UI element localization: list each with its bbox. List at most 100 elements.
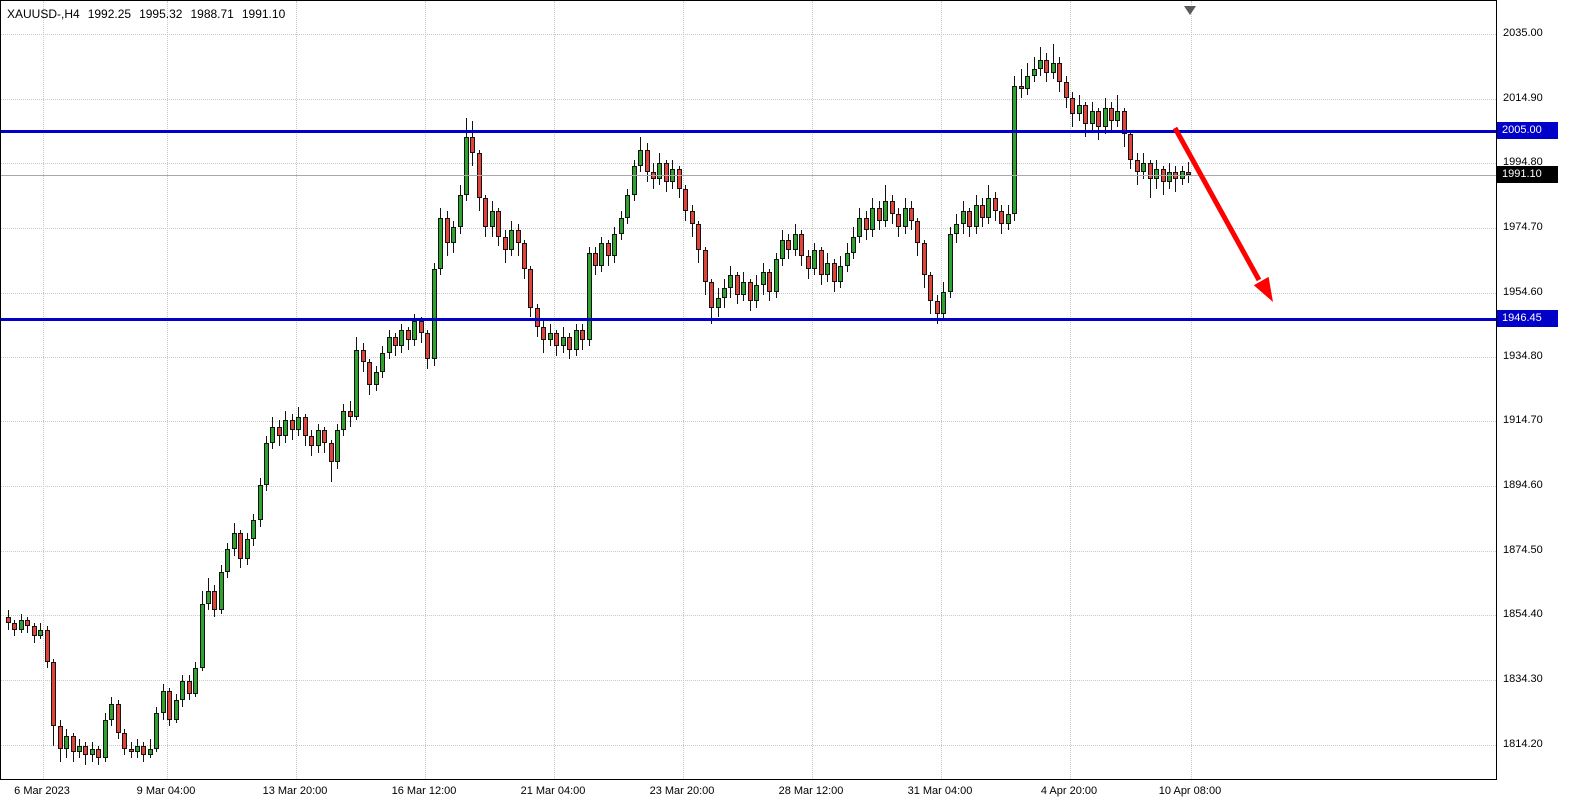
- candle-body: [599, 243, 605, 266]
- candle-body: [902, 207, 908, 228]
- price-tick-label: 2035.00: [1503, 27, 1543, 39]
- candle-body: [44, 629, 50, 662]
- candle-body: [973, 204, 979, 228]
- chart-shift-marker-icon[interactable]: [1184, 6, 1196, 15]
- candle-body: [12, 623, 18, 630]
- current-price-badge: 1991.10: [1497, 166, 1558, 184]
- candle-body: [205, 591, 211, 604]
- candle-body: [805, 256, 811, 270]
- candle-wick: [1149, 159, 1151, 199]
- candle-body: [25, 619, 31, 627]
- candle-body: [1031, 69, 1037, 76]
- candle-body: [83, 745, 89, 756]
- candle-body: [399, 330, 405, 347]
- candle-body: [180, 681, 186, 701]
- candle-body: [773, 259, 779, 292]
- time-tick-label: 16 Mar 12:00: [391, 785, 457, 797]
- candle-body: [605, 243, 611, 257]
- candle-body: [463, 137, 469, 195]
- candle-body: [457, 194, 463, 228]
- candle-body: [1050, 62, 1056, 73]
- time-tick-label: 21 Mar 04:00: [520, 785, 586, 797]
- time-tick-label: 28 Mar 12:00: [778, 785, 844, 797]
- candle-body: [831, 262, 837, 282]
- candle-body: [992, 198, 998, 212]
- candle-body: [509, 230, 515, 250]
- candle-body: [941, 291, 947, 315]
- candle-body: [554, 333, 560, 347]
- candle-body: [534, 307, 540, 327]
- candle-body: [960, 211, 966, 224]
- candle-body: [128, 748, 134, 752]
- bearish-trend-arrow[interactable]: [1, 1, 1496, 779]
- candle-body: [515, 230, 521, 244]
- candle-body: [967, 211, 973, 228]
- time-gridline: [554, 1, 555, 779]
- time-tick-label: 23 Mar 20:00: [649, 785, 715, 797]
- candle-body: [296, 417, 302, 431]
- candle-body: [909, 207, 914, 221]
- candle-body: [663, 162, 669, 183]
- candle-body: [1018, 85, 1024, 89]
- candle-body: [580, 330, 586, 340]
- candle-body: [792, 233, 798, 250]
- candle-body: [496, 211, 502, 237]
- candle-body: [1070, 98, 1076, 115]
- time-gridline: [1070, 1, 1071, 779]
- candle-body: [160, 690, 166, 714]
- candle-body: [1167, 172, 1172, 183]
- candle-body: [915, 220, 921, 244]
- time-gridline: [812, 1, 813, 779]
- candle-body: [1096, 111, 1102, 128]
- candle-body: [315, 430, 321, 447]
- time-tick-label: 4 Apr 20:00: [1040, 785, 1098, 797]
- time-gridline: [43, 1, 44, 779]
- candle-body: [1083, 104, 1089, 125]
- candle-body: [1102, 108, 1108, 128]
- candle-body: [986, 198, 992, 218]
- time-gridline: [1191, 1, 1192, 779]
- price-tick-label: 1894.60: [1503, 479, 1543, 492]
- candle-body: [896, 214, 902, 228]
- time-tick-label: 13 Mar 20:00: [262, 785, 328, 797]
- candle-body: [883, 201, 889, 221]
- price-tick-label: 2014.90: [1503, 91, 1543, 104]
- candle-body: [934, 301, 940, 315]
- candle-body: [676, 169, 682, 189]
- resistance-horizontal-line[interactable]: [1, 129, 1496, 133]
- candle-body: [302, 417, 308, 437]
- candle-body: [57, 726, 63, 749]
- candle-body: [1115, 111, 1121, 121]
- candle-body: [780, 240, 785, 260]
- candle-body: [334, 430, 340, 463]
- candle-body: [1012, 85, 1018, 215]
- candle-body: [1141, 162, 1147, 173]
- price-tick-label: 1954.60: [1503, 285, 1543, 298]
- support-horizontal-line[interactable]: [1, 318, 1496, 322]
- candle-body: [360, 349, 366, 363]
- candle-body: [438, 217, 444, 270]
- time-tick-label: 31 Mar 04:00: [907, 785, 973, 797]
- chart-plot-area[interactable]: XAUUSD-,H4 1992.25 1995.32 1988.71 1991.…: [0, 0, 1497, 780]
- candle-body: [264, 442, 269, 485]
- candle-body: [18, 619, 24, 630]
- candle-body: [251, 520, 257, 540]
- candle-body: [921, 243, 927, 276]
- candle-body: [786, 240, 792, 250]
- candle-body: [741, 281, 747, 295]
- candle-body: [547, 333, 553, 340]
- candle-body: [64, 735, 70, 749]
- candle-body: [1025, 75, 1031, 89]
- candle-body: [1147, 162, 1153, 179]
- low-value: 1988.71: [190, 7, 234, 21]
- candle-body: [405, 330, 411, 340]
- candle-body: [721, 288, 727, 298]
- candle-body: [844, 252, 850, 266]
- price-gridline: [1, 486, 1496, 488]
- candle-body: [76, 745, 82, 752]
- close-value: 1991.10: [241, 7, 286, 21]
- candle-body: [754, 285, 760, 302]
- candle-body: [115, 703, 121, 733]
- candle-body: [689, 211, 695, 224]
- time-gridline: [296, 1, 297, 779]
